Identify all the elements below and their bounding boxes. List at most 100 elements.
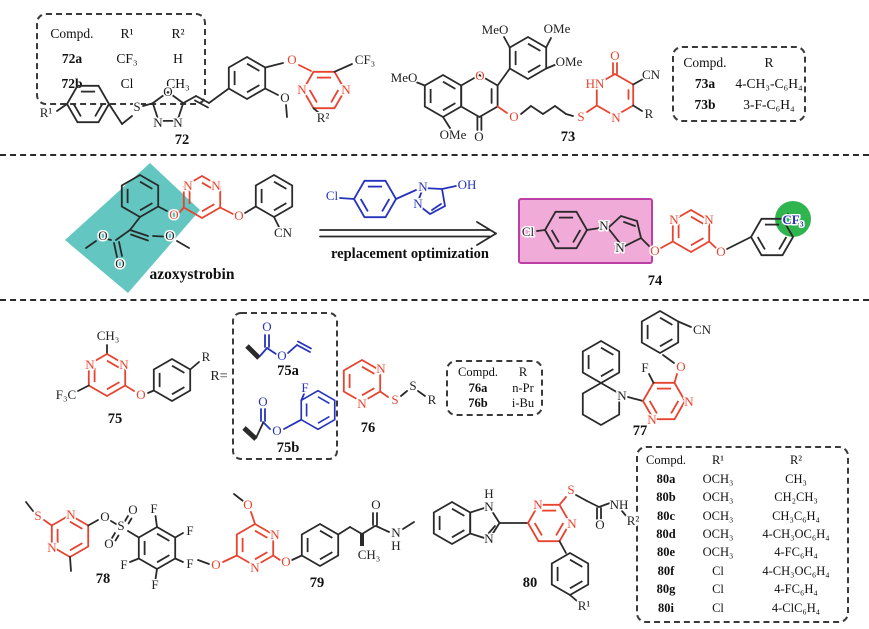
atom-f3c: F₃C [56,387,76,402]
atom-o: O [676,359,685,374]
table-compound-id: 73a [694,76,716,91]
atom-r: R [428,392,437,407]
atom-s: S [409,378,416,393]
atom-n: N [47,540,57,555]
atom-ch3: CH₃ [358,547,381,562]
atom-n: N [647,412,657,427]
reaction-arrow: replacement optimization [319,221,497,262]
bonds [581,310,692,426]
atom-o: O [280,90,289,105]
table-value-cell: Cl [712,600,724,615]
atom-o: O [211,557,220,572]
bonds [415,36,644,131]
table-compound-id: 80c [656,508,676,523]
atom-cl: Cl [522,224,535,239]
atom-f: F [186,523,193,538]
compound-label-73: 73 [561,129,576,145]
atom-n: N [211,178,221,193]
thq-saturated-ring [581,382,621,426]
atom-o: O [509,109,518,124]
atom-h: H [484,486,493,501]
table-compound-id: 80i [658,600,674,615]
atom-n: N [599,218,609,233]
structure-74: Cl N N O N N O CF₃ 74 [520,209,805,291]
atom-cn: CN [693,322,712,337]
atom-ch3: CH₃ [97,328,120,343]
atom-n: N [684,394,694,409]
table-header-cell: R¹ [120,26,134,41]
compound-label-80: 80 [523,575,538,591]
benzonitrile-ring [640,310,680,354]
compound-label-74: 74 [648,273,663,289]
table-value-cell: 4-CH₃OC₆H₄ [762,526,830,541]
table-header-cell: R¹ [711,453,725,468]
atom-n: N [376,361,386,376]
structure-79: O O N N O CH₃ O N H 79 [197,493,415,593]
table-80-substituents: Compd. R¹ R² 80a OCH₃ CH₃ 80b OCH₃ CH₂CH₃ 80c OCH₃… [636,446,849,623]
atom-n: N [391,525,401,540]
phenoxy-ring [152,358,192,402]
table-value-cell: 4-CH₃-C₆H₄ [735,76,803,91]
table-value-cell: CH₃ [785,471,807,486]
atom-s: S [117,518,124,533]
table-value-cell: OCH₃ [702,545,734,560]
atom-o: O [281,554,290,569]
atom-o: O [128,502,137,517]
compound-label-75: 75 [108,411,123,427]
atom-o: O [475,68,484,83]
structure-76: N N S S R 76 [342,359,438,438]
benzonitrile-ring [254,174,294,218]
atom-n: N [704,212,714,227]
table-value-cell: OCH₃ [702,508,734,523]
table-value-cell: 4-CH₃OC₆H₄ [762,563,830,578]
imidazole-ring [469,505,501,541]
bonds [197,493,415,567]
table-value-cell: 4-FC₆H₄ [774,545,818,560]
table-compound-id: 76b [468,396,488,411]
atom-n: N [413,196,423,211]
fluorophenyl-ring [300,389,336,431]
section-divider-2 [0,299,869,301]
table-compound-id: 80e [656,545,676,560]
atom-n: N [85,357,95,372]
atom-s: S [133,99,140,114]
table-value-cell: n-Pr [512,380,534,395]
bonds [56,56,353,125]
atom-f: F [151,577,158,592]
atom-n: N [533,497,543,512]
atom-s: S [391,392,398,407]
atom-n: N [418,179,428,194]
table-compound-id: 80g [656,582,676,597]
table-value-cell: 4-ClC₆H₄ [771,600,821,615]
atom-meo: MeO [391,70,418,85]
bonds [25,501,184,580]
atom-f: F [120,557,127,572]
r1-phenyl-ring [550,552,590,596]
atom-oh: OH [458,177,477,192]
table-value-cell: i-Bu [511,396,535,411]
table-value-cell: H [173,51,183,66]
table-value-cell: CH₂CH₃ [774,490,818,505]
atom-ome: OMe [440,127,467,142]
table-value-cell: 3-F-C₆H₄ [743,97,795,112]
atom-nh: NH [610,497,629,512]
bonds [536,209,794,257]
atom-o: O [136,387,145,402]
bonds [339,179,457,219]
atom-n: N [153,115,163,130]
pentafluorophenyl-ring [137,526,177,570]
table-72-substituents: Compd. R¹ R² 72a CF₃ H 72b Cl CH₃ [36,13,206,105]
atom-meo: MeO [482,22,509,37]
atom-o: O [371,497,380,512]
atom-n: N [611,110,621,125]
atom-o: O [234,208,243,223]
compound-label-79: 79 [310,575,325,591]
table-header-cell: R² [171,26,185,41]
atom-o: O [287,52,296,67]
table-73-substituents: Compd. R 73a 4-CH₃-C₆H₄ 73b 3-F-C₆H₄ [672,46,806,122]
table-value-cell: Cl [120,76,134,91]
atom-n: N [173,115,183,130]
atom-s: S [577,109,584,124]
